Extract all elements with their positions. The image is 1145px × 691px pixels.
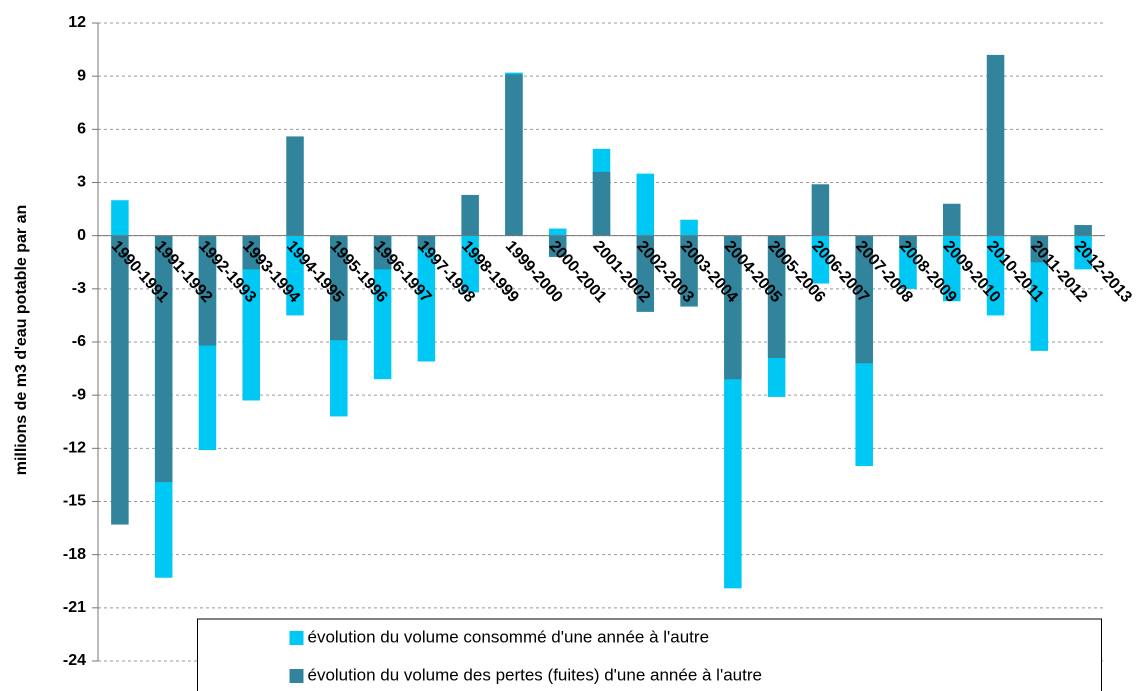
legend-label: évolution du volume consommé d'une année… bbox=[308, 627, 710, 646]
y-tick-label: -18 bbox=[63, 546, 86, 563]
bar bbox=[1074, 235, 1092, 270]
legend-swatch bbox=[289, 669, 304, 683]
y-tick-label: 3 bbox=[77, 174, 86, 191]
y-tick-label: 9 bbox=[77, 67, 86, 84]
y-axis-label: millions de m3 d'eau potable par an bbox=[13, 205, 30, 476]
bar bbox=[548, 228, 567, 236]
bar bbox=[855, 235, 873, 364]
bar bbox=[154, 235, 173, 483]
y-tick-label: -21 bbox=[63, 599, 86, 616]
legend-swatch bbox=[289, 631, 304, 645]
bar bbox=[986, 235, 1005, 316]
y-tick-label: -24 bbox=[63, 652, 86, 669]
bar bbox=[1074, 225, 1092, 236]
bar bbox=[1030, 235, 1049, 263]
bar bbox=[198, 235, 217, 346]
bar bbox=[811, 235, 830, 284]
bar bbox=[111, 235, 129, 525]
bar bbox=[592, 171, 611, 236]
y-tick-label: 12 bbox=[68, 14, 86, 31]
bar bbox=[724, 235, 742, 380]
y-tick-label: -15 bbox=[63, 493, 86, 510]
bar bbox=[899, 235, 917, 249]
bar bbox=[373, 235, 392, 380]
legend-box bbox=[197, 618, 1102, 691]
bar bbox=[242, 235, 260, 270]
bar bbox=[636, 235, 655, 312]
bar bbox=[461, 235, 479, 293]
bar bbox=[680, 219, 698, 236]
bar bbox=[417, 235, 436, 362]
bar bbox=[548, 235, 567, 257]
bar bbox=[943, 203, 961, 236]
bar bbox=[986, 54, 1005, 236]
y-tick-label: -12 bbox=[63, 440, 86, 457]
bar bbox=[373, 235, 392, 270]
bar bbox=[417, 235, 436, 250]
y-tick-label: -6 bbox=[72, 333, 86, 350]
y-tick-label: 6 bbox=[77, 121, 86, 138]
bar bbox=[330, 235, 348, 341]
legend-label: évolution du volume des pertes (fuites) … bbox=[308, 665, 762, 684]
bar bbox=[636, 173, 655, 236]
bar bbox=[767, 235, 786, 358]
bar bbox=[505, 74, 523, 236]
bar bbox=[1030, 235, 1049, 351]
y-tick-label: 0 bbox=[77, 227, 86, 244]
y-tick-label: -9 bbox=[72, 386, 86, 403]
y-tick-label: -3 bbox=[72, 280, 86, 297]
bar bbox=[943, 235, 961, 302]
bar bbox=[811, 184, 830, 236]
bar bbox=[461, 194, 479, 236]
bar bbox=[242, 235, 260, 401]
bar bbox=[111, 200, 129, 236]
bar bbox=[899, 235, 917, 289]
bar bbox=[286, 235, 304, 316]
bar bbox=[680, 235, 698, 307]
bar bbox=[286, 136, 304, 236]
